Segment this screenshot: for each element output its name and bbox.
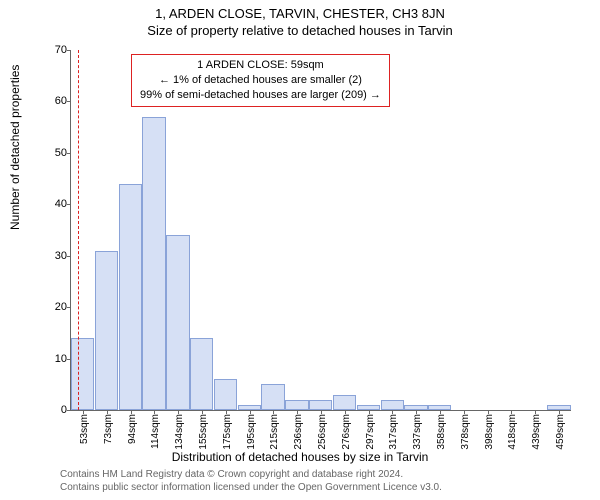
histogram-bar [381, 400, 404, 410]
x-tick-label: 73sqm [103, 414, 114, 444]
x-tick-mark [297, 410, 298, 414]
histogram-bar [309, 400, 332, 410]
x-tick-mark [511, 410, 512, 414]
x-tick-mark [83, 410, 84, 414]
y-tick-mark [67, 101, 71, 102]
histogram-bar [333, 395, 356, 410]
x-tick-label: 195sqm [246, 414, 257, 450]
x-tick-label: 459sqm [555, 414, 566, 450]
x-tick-mark [345, 410, 346, 414]
footer-line1: Contains HM Land Registry data © Crown c… [60, 469, 442, 482]
x-tick-label: 337sqm [412, 414, 423, 450]
annotation-line3: 99% of semi-detached houses are larger (… [140, 88, 381, 103]
reference-line [78, 50, 79, 410]
histogram-bar [285, 400, 308, 410]
x-tick-label: 134sqm [174, 414, 185, 450]
x-tick-mark [321, 410, 322, 414]
x-tick-mark [273, 410, 274, 414]
y-axis-label: Number of detached properties [8, 65, 22, 230]
x-tick-mark [392, 410, 393, 414]
histogram-bar [190, 338, 213, 410]
x-tick-mark [559, 410, 560, 414]
x-tick-mark [202, 410, 203, 414]
x-tick-mark [535, 410, 536, 414]
chart-subtitle: Size of property relative to detached ho… [0, 21, 600, 38]
x-tick-label: 439sqm [531, 414, 542, 450]
histogram-bar [71, 338, 94, 410]
annotation-line2: ← 1% of detached houses are smaller (2) [140, 73, 381, 88]
histogram-bar [95, 251, 118, 410]
x-tick-label: 114sqm [150, 414, 161, 449]
x-tick-label: 53sqm [79, 414, 90, 444]
x-tick-label: 155sqm [198, 414, 209, 450]
annotation-box: 1 ARDEN CLOSE: 59sqm← 1% of detached hou… [131, 54, 390, 107]
x-tick-label: 236sqm [293, 414, 304, 450]
x-axis-label: Distribution of detached houses by size … [0, 450, 600, 464]
chart-title: 1, ARDEN CLOSE, TARVIN, CHESTER, CH3 8JN [0, 0, 600, 21]
x-tick-mark [488, 410, 489, 414]
y-tick-mark [67, 153, 71, 154]
x-tick-label: 297sqm [365, 414, 376, 450]
histogram-bar [261, 384, 284, 410]
x-tick-label: 317sqm [388, 414, 399, 450]
x-tick-label: 418sqm [507, 414, 518, 450]
x-tick-label: 94sqm [127, 414, 138, 444]
histogram-bar [166, 235, 189, 410]
x-tick-mark [464, 410, 465, 414]
y-tick-mark [67, 307, 71, 308]
x-tick-label: 276sqm [341, 414, 352, 450]
x-tick-label: 378sqm [460, 414, 471, 450]
histogram-bar [119, 184, 142, 410]
x-tick-mark [107, 410, 108, 414]
histogram-bar [142, 117, 165, 410]
y-tick-mark [67, 204, 71, 205]
footer-attribution: Contains HM Land Registry data © Crown c… [60, 469, 442, 494]
x-tick-label: 175sqm [222, 414, 233, 450]
x-tick-mark [154, 410, 155, 414]
x-tick-label: 215sqm [269, 414, 280, 450]
x-tick-label: 256sqm [317, 414, 328, 450]
y-tick-mark [67, 256, 71, 257]
y-tick-mark [67, 50, 71, 51]
x-tick-mark [369, 410, 370, 414]
x-tick-mark [178, 410, 179, 414]
x-tick-mark [440, 410, 441, 414]
x-tick-mark [226, 410, 227, 414]
histogram-bar [214, 379, 237, 410]
chart-plot-area: 01020304050607053sqm73sqm94sqm114sqm134s… [70, 50, 571, 411]
x-tick-label: 398sqm [484, 414, 495, 450]
y-tick-mark [67, 410, 71, 411]
x-tick-mark [416, 410, 417, 414]
x-tick-mark [131, 410, 132, 414]
x-tick-label: 358sqm [436, 414, 447, 450]
footer-line2: Contains public sector information licen… [60, 482, 442, 495]
x-tick-mark [250, 410, 251, 414]
annotation-line1: 1 ARDEN CLOSE: 59sqm [140, 58, 381, 73]
